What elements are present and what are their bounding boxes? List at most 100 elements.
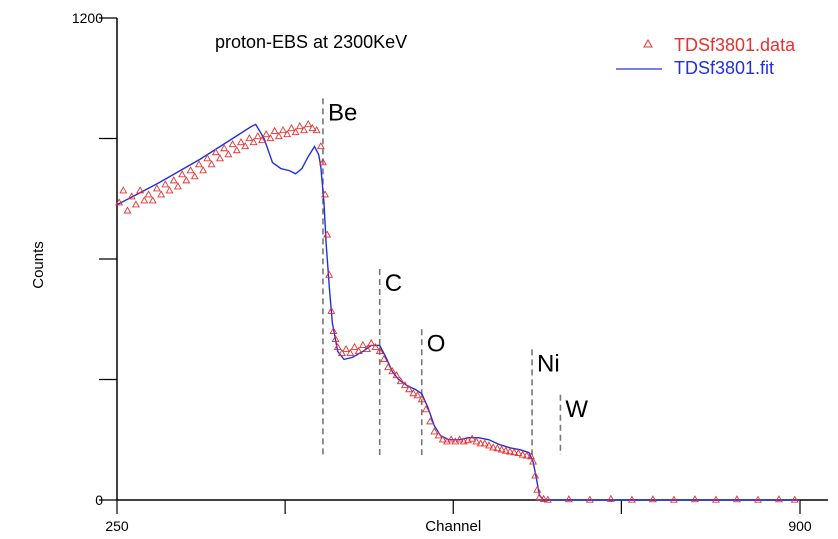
x-axis-title: Channel — [425, 518, 481, 535]
data-point — [522, 451, 531, 459]
data-point — [506, 447, 514, 455]
data-point — [199, 166, 208, 174]
annotation-label-ni: Ni — [537, 350, 560, 377]
annotation-label-c: C — [385, 270, 402, 297]
data-point — [392, 371, 401, 379]
data-point — [476, 439, 485, 447]
data-point — [384, 363, 393, 371]
legend: TDSf3801.data TDSf3801.fit — [616, 35, 796, 78]
data-point — [732, 495, 741, 503]
data-point — [123, 206, 132, 214]
data-point — [262, 130, 271, 138]
data-point — [527, 452, 535, 460]
data-point — [237, 138, 245, 146]
data-point — [396, 377, 405, 385]
data-point — [203, 154, 212, 162]
data-layer — [115, 120, 799, 503]
data-point — [216, 154, 224, 162]
data-point — [711, 495, 720, 503]
data-point — [279, 126, 287, 134]
data-point — [136, 186, 145, 194]
y-tick-label: 1200 — [72, 10, 103, 26]
data-point — [304, 120, 313, 128]
data-point — [421, 405, 430, 413]
data-point — [165, 186, 174, 194]
data-point — [472, 437, 481, 445]
annotation-label-o: O — [427, 330, 446, 357]
legend-label-fit: TDSf3801.fit — [674, 58, 774, 78]
chart-title: proton-EBS at 2300KeV — [215, 32, 407, 52]
data-point — [400, 381, 409, 389]
element-annotations: Be C O NiW — [322, 98, 588, 455]
data-point — [144, 190, 153, 198]
legend-item-data: TDSf3801.data — [643, 35, 796, 55]
data-point — [211, 148, 220, 156]
x-tick-label: 250 — [105, 518, 129, 534]
data-point — [318, 158, 327, 166]
annotation-label-w: W — [565, 396, 588, 423]
data-point — [333, 342, 342, 351]
data-point — [350, 342, 359, 351]
data-point — [316, 142, 325, 150]
data-point — [775, 495, 783, 503]
data-point — [346, 348, 355, 357]
data-point — [379, 354, 388, 363]
data-point — [182, 176, 191, 184]
data-point — [232, 146, 241, 154]
data-point — [363, 344, 372, 353]
data-point — [224, 150, 233, 158]
data-point — [270, 126, 279, 134]
data-point — [119, 186, 128, 194]
data-point — [426, 417, 435, 425]
data-point — [455, 435, 464, 443]
data-point — [321, 190, 330, 198]
data-point — [228, 140, 237, 148]
data-point — [308, 124, 317, 132]
axes — [116, 18, 828, 501]
data-point — [169, 176, 178, 184]
data-point — [161, 180, 170, 188]
x-tick-label: 900 — [788, 518, 812, 534]
data-point — [274, 132, 283, 140]
data-point — [388, 367, 397, 375]
data-point — [358, 340, 367, 349]
legend-label-data: TDSf3801.data — [674, 35, 796, 55]
data-point — [754, 495, 762, 503]
data-point — [131, 200, 140, 208]
data-point — [585, 495, 594, 503]
data-point — [186, 166, 195, 174]
data-point — [323, 230, 332, 238]
data-point — [533, 485, 542, 493]
data-point — [312, 126, 321, 134]
data-point — [291, 128, 300, 136]
data-point — [190, 172, 199, 180]
data-point — [790, 495, 799, 503]
data-point — [493, 444, 502, 452]
data-point — [606, 494, 615, 502]
data-point — [375, 346, 384, 355]
data-point — [258, 136, 266, 144]
data-point — [253, 132, 262, 140]
data-point — [325, 270, 334, 278]
data-point — [627, 495, 636, 503]
ticks: 0 1200 250 Channel 900 — [72, 10, 812, 535]
data-point — [539, 494, 548, 502]
data-point — [529, 457, 538, 465]
data-point — [327, 306, 336, 314]
data-point — [690, 495, 699, 503]
data-point — [342, 344, 351, 353]
data-point — [295, 122, 304, 130]
data-point — [413, 391, 422, 399]
data-point — [468, 434, 477, 442]
data-point — [207, 160, 216, 168]
legend-item-fit: TDSf3801.fit — [616, 58, 774, 78]
data-point — [497, 445, 506, 453]
data-point — [220, 144, 229, 152]
data-point — [115, 198, 124, 206]
data-point — [287, 124, 296, 132]
data-point — [178, 170, 187, 178]
data-point — [249, 138, 258, 146]
data-point — [501, 446, 510, 454]
data-point — [480, 439, 489, 447]
